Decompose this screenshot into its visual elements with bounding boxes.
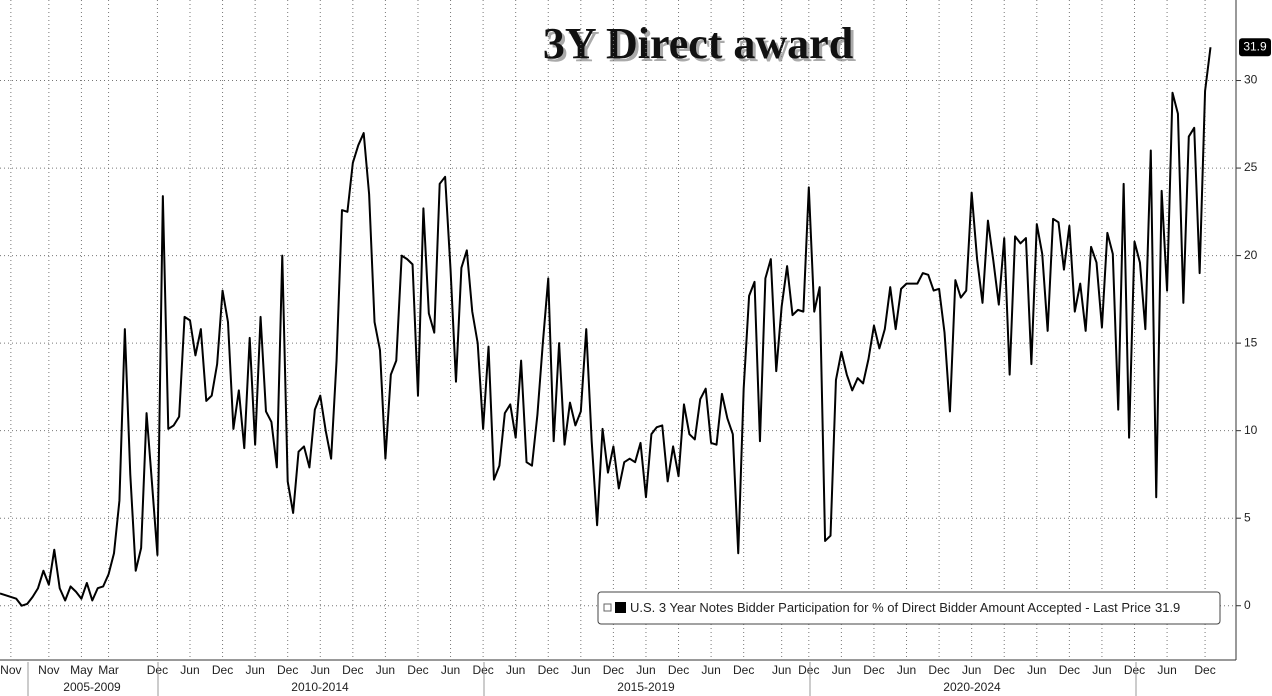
x-tick-label: Dec [994, 663, 1015, 677]
x-tick-label: Dec [472, 663, 493, 677]
x-tick-label: Dec [603, 663, 624, 677]
y-tick-label: 30 [1244, 73, 1258, 87]
y-tick-label: 20 [1244, 248, 1258, 262]
x-tick-label: Dec [733, 663, 754, 677]
legend-checkbox [603, 603, 612, 612]
period-label: 2005-2009 [63, 680, 121, 694]
data-line [0, 47, 1212, 607]
y-tick-label: 0 [1244, 598, 1251, 612]
period-label: 2010-2014 [291, 680, 349, 694]
x-tick-label: Jun [376, 663, 395, 677]
period-label: 2020-2024 [943, 680, 1001, 694]
x-tick-label: Mar [98, 663, 119, 677]
x-tick-label: Jun [962, 663, 981, 677]
x-tick-label: Jun [1092, 663, 1111, 677]
x-tick-label: Jun [311, 663, 330, 677]
x-tick-label: Nov [38, 663, 59, 677]
x-tick-label: Jun [701, 663, 720, 677]
x-tick-label: Jun [1027, 663, 1046, 677]
x-tick-label: Dec [1059, 663, 1080, 677]
x-tick-label: Dec [798, 663, 819, 677]
last-value-tag [1239, 38, 1271, 57]
legend-series-name: U.S. 3 Year Notes Bidder Participation f… [630, 600, 1151, 615]
x-tick-label: Dec [1124, 663, 1145, 677]
x-tick-label: Nov [0, 663, 21, 677]
legend-swatch [615, 602, 626, 613]
x-tick-label: Dec [863, 663, 884, 677]
x-tick-label: Jun [897, 663, 916, 677]
period-label: 2015-2019 [617, 680, 675, 694]
y-tick-label: 10 [1244, 423, 1258, 437]
x-tick-label: Dec [212, 663, 233, 677]
x-tick-label: Dec [1194, 663, 1215, 677]
x-tick-label: Jun [571, 663, 590, 677]
legend-last-value: 31.9 [1155, 600, 1180, 615]
y-tick-label: 25 [1244, 160, 1258, 174]
legend-text: U.S. 3 Year Notes Bidder Participation f… [630, 600, 1180, 615]
x-tick-label: Jun [180, 663, 199, 677]
x-tick-label: Jun [506, 663, 525, 677]
title-shadow: 3Y Direct award [546, 22, 856, 71]
legend-box [597, 591, 1221, 625]
x-tick-label: Jun [636, 663, 655, 677]
x-tick-label: Dec [538, 663, 559, 677]
x-tick-label: May [70, 663, 93, 677]
x-tick-label: Jun [245, 663, 264, 677]
x-tick-label: Jun [772, 663, 791, 677]
y-tick-label: 15 [1244, 335, 1258, 349]
chart-title: 3Y Direct award [543, 19, 853, 68]
x-tick-label: Dec [342, 663, 363, 677]
y-tick-label: 5 [1244, 510, 1251, 524]
x-tick-label: Jun [441, 663, 460, 677]
x-tick-label: Dec [407, 663, 428, 677]
x-tick-label: Dec [277, 663, 298, 677]
x-tick-label: Dec [147, 663, 168, 677]
legend: U.S. 3 Year Notes Bidder Participation f… [597, 591, 1221, 625]
x-tick-label: Dec [668, 663, 689, 677]
x-tick-label: Jun [1157, 663, 1176, 677]
x-tick-label: Dec [928, 663, 949, 677]
x-tick-label: Jun [832, 663, 851, 677]
last-value-label: 31.9 [1243, 39, 1267, 53]
